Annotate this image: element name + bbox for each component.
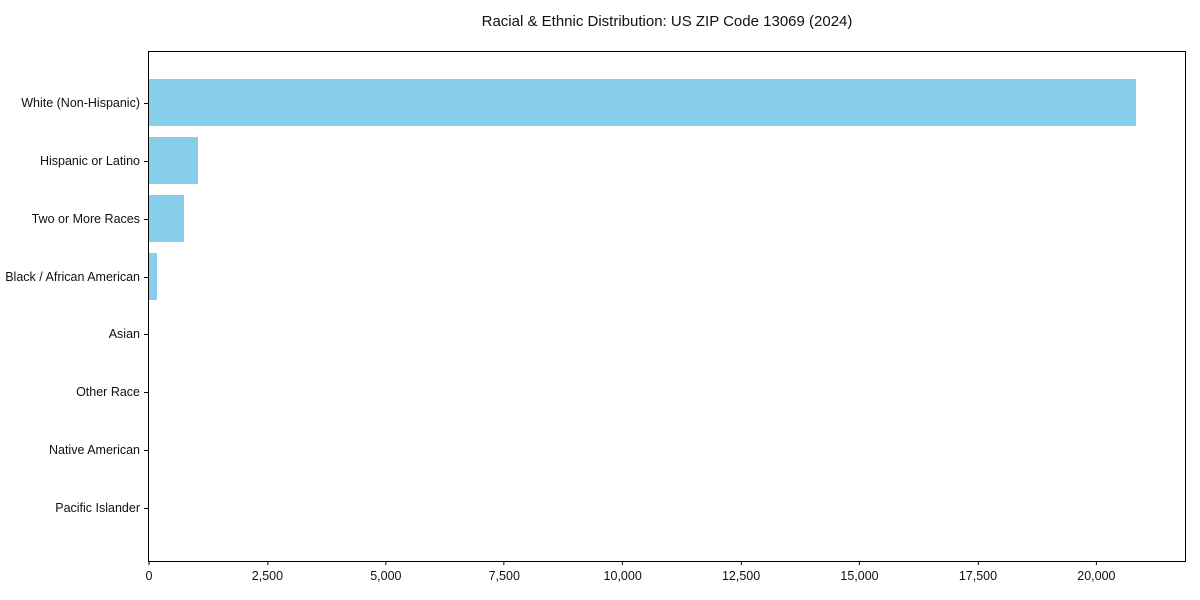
bar-row: White (Non-Hispanic): [21, 74, 1185, 132]
chart-title: Racial & Ethnic Distribution: US ZIP Cod…: [481, 13, 853, 30]
x-tick-label: 0: [145, 569, 153, 583]
x-tick-label: 15,000: [840, 569, 879, 583]
bar: [149, 253, 158, 301]
x-tick-mark: [977, 561, 979, 565]
y-tick-mark: [144, 450, 148, 452]
x-tick-mark: [503, 561, 505, 565]
x-tick-mark: [1095, 561, 1097, 565]
x-tick: 10,000: [604, 561, 642, 583]
x-tick: 0: [145, 561, 153, 583]
x-tick-label: 17,500: [958, 569, 998, 583]
bar-row: Native American: [49, 421, 1185, 479]
bar-row: Two or More Races: [32, 190, 1185, 248]
y-tick-label: Pacific Islander: [55, 501, 140, 516]
x-tick-label: 5,000: [370, 569, 402, 583]
x-tick-label: 12,500: [721, 569, 761, 583]
bar: [149, 195, 184, 243]
bar: [149, 137, 199, 185]
bar-row: Pacific Islander: [55, 479, 1185, 537]
x-tick: 15,000: [840, 561, 879, 583]
bar-row: Black / African American: [5, 248, 1185, 306]
y-tick-label: Hispanic or Latino: [39, 153, 140, 168]
y-tick-label: Black / African American: [5, 269, 140, 284]
x-tick-mark: [859, 561, 861, 565]
x-tick: 5,000: [370, 561, 401, 583]
x-tick-label: 2,500: [251, 569, 284, 583]
x-tick: 2,500: [252, 561, 283, 583]
y-tick-label: Two or More Races: [31, 211, 140, 226]
plot-area: White (Non-Hispanic) Hispanic or Latino Tw…: [5, 51, 1186, 583]
x-tick-label: 7,500: [488, 569, 520, 583]
y-tick-mark: [144, 160, 148, 162]
x-tick: 20,000: [1077, 561, 1115, 583]
y-tick-mark: [144, 508, 148, 510]
y-tick-label: White (Non-Hispanic): [21, 95, 140, 110]
x-tick-mark: [266, 561, 268, 565]
x-tick: 17,500: [959, 561, 997, 583]
bar-row: Hispanic or Latino: [40, 132, 1185, 190]
x-tick-label: 10,000: [603, 569, 642, 583]
bar: [149, 79, 1136, 127]
y-tick-mark: [144, 276, 148, 278]
bar-row: Asian: [109, 306, 1185, 364]
y-tick-mark: [144, 218, 148, 220]
y-tick-label: Native American: [48, 443, 140, 458]
y-tick-mark: [144, 334, 148, 336]
y-tick-mark: [144, 392, 148, 394]
bar-row: Other Race: [76, 363, 1185, 421]
y-tick-label: Asian: [108, 327, 140, 342]
x-tick-mark: [622, 561, 624, 565]
bars-container: White (Non-Hispanic) Hispanic or Latino Tw…: [5, 52, 1185, 561]
x-tick-label: 20,000: [1077, 569, 1116, 583]
x-tick-mark: [740, 561, 742, 565]
y-tick-label: Other Race: [76, 385, 140, 400]
y-tick-mark: [144, 102, 148, 104]
x-tick: 12,500: [722, 561, 760, 583]
x-tick-mark: [148, 561, 150, 565]
x-tick: 7,500: [489, 561, 520, 583]
x-axis: 0 2,500 5,000 7,500 10,000 12,500 15,000 17,500…: [145, 561, 1185, 595]
x-tick-mark: [385, 561, 387, 565]
